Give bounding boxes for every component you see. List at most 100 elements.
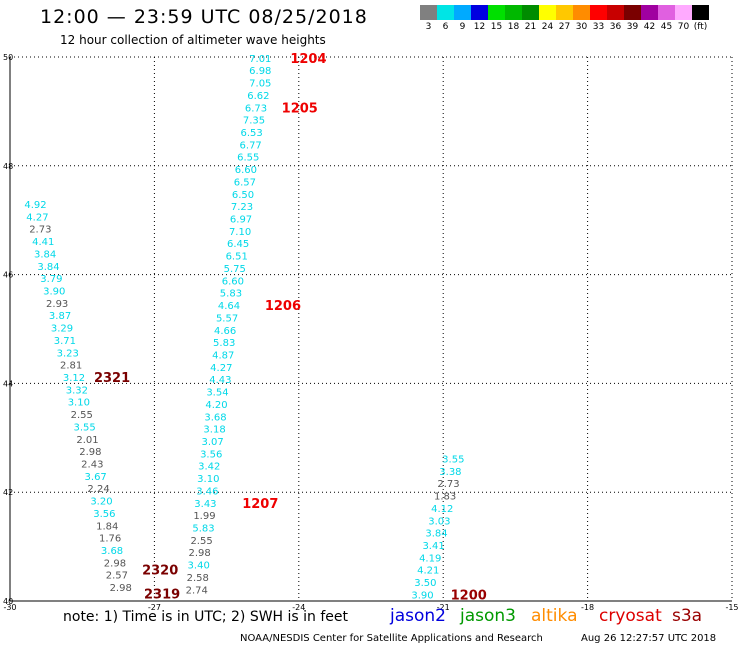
- pass-time-label: 2319: [144, 587, 180, 602]
- swh-value: 3.50: [414, 578, 436, 589]
- swh-value: 3.46: [196, 487, 218, 498]
- swh-value: 3.68: [101, 546, 123, 557]
- swh-value: 6.60: [222, 277, 244, 288]
- swh-value: 3.84: [34, 249, 56, 260]
- swh-value: 3.54: [206, 388, 228, 399]
- y-tick-label: 50: [3, 53, 13, 62]
- swh-value: 2.73: [437, 479, 459, 490]
- pass-time-label: 2321: [94, 371, 130, 386]
- swh-value: 4.41: [32, 237, 54, 248]
- swh-value: 6.50: [232, 190, 254, 201]
- swh-value: 1.76: [99, 533, 121, 544]
- swh-value: 2.24: [87, 484, 109, 495]
- swh-value: 7.35: [243, 116, 265, 127]
- plot-area: -30 -27 -24 -21 -18 -15404244464850 7.016.987.…: [0, 0, 740, 650]
- swh-value: 3.10: [197, 474, 219, 485]
- swh-value: 4.27: [26, 212, 48, 223]
- swh-value: 4.19: [419, 553, 441, 564]
- swh-value: 3.38: [439, 467, 461, 478]
- swh-value: 6.51: [226, 252, 248, 263]
- swh-value: 3.71: [54, 336, 76, 347]
- swh-value: 4.27: [210, 363, 232, 374]
- swh-value: 6.73: [245, 104, 267, 115]
- altimeter-wave-height-chart: 12:00 — 23:59 UTC 08/25/2018 12 hour col…: [0, 0, 740, 650]
- swh-value: 3.67: [85, 472, 107, 483]
- swh-value: 6.45: [227, 239, 249, 250]
- swh-value: 4.87: [212, 351, 234, 362]
- swh-value: 2.81: [60, 360, 82, 371]
- swh-value: 2.43: [81, 459, 103, 470]
- swh-value: 5.75: [224, 264, 246, 275]
- swh-value: 3.68: [204, 413, 226, 424]
- swh-value: 7.01: [249, 54, 271, 65]
- swh-value: 3.55: [73, 422, 95, 433]
- swh-value: 5.83: [213, 338, 235, 349]
- swh-value: 6.77: [240, 141, 262, 152]
- swh-value: 2.55: [71, 410, 93, 421]
- swh-value: 3.18: [203, 425, 225, 436]
- pass-time-label: 1200: [451, 588, 487, 603]
- swh-value: 4.43: [209, 375, 231, 386]
- units-note: note: 1) Time is in UTC; 2) SWH is in fe…: [63, 609, 348, 625]
- swh-value: 2.98: [104, 558, 126, 569]
- swh-value: 6.97: [230, 215, 252, 226]
- swh-value: 6.57: [234, 178, 256, 189]
- pass-time-label: 1207: [242, 497, 278, 512]
- swh-value: 2.73: [29, 224, 51, 235]
- satellite-s3a: s3a: [672, 606, 702, 626]
- y-tick-label: 42: [3, 488, 13, 497]
- footer-timestamp: Aug 26 12:27:57 UTC 2018: [581, 633, 716, 644]
- swh-value: 1.99: [193, 511, 215, 522]
- swh-value: 5.83: [220, 289, 242, 300]
- y-tick-label: 40: [3, 597, 13, 606]
- satellite-jason3: jason3: [460, 606, 516, 626]
- swh-value: 3.84: [37, 262, 59, 273]
- swh-value: 7.23: [231, 202, 253, 213]
- swh-value: 7.10: [229, 227, 251, 238]
- pass-time-label: 1206: [265, 299, 301, 314]
- swh-value: 5.83: [192, 524, 214, 535]
- swh-value: 2.98: [189, 548, 211, 559]
- swh-value: 2.01: [76, 435, 98, 446]
- swh-value: 3.79: [40, 274, 62, 285]
- swh-value: 3.41: [422, 541, 444, 552]
- swh-value: 7.05: [249, 79, 271, 90]
- swh-value: 3.07: [202, 437, 224, 448]
- swh-value: 4.20: [205, 400, 227, 411]
- swh-value: 6.53: [240, 128, 262, 139]
- swh-value: 3.90: [43, 286, 65, 297]
- swh-value: 2.58: [187, 573, 209, 584]
- swh-value: 3.10: [68, 397, 90, 408]
- swh-value: 3.03: [428, 516, 450, 527]
- swh-value: 6.60: [235, 165, 257, 176]
- swh-value: 3.12: [63, 373, 85, 384]
- swh-value: 4.64: [218, 301, 240, 312]
- swh-value: 3.32: [66, 385, 88, 396]
- swh-value: 3.40: [188, 561, 210, 572]
- x-tick-label: -18: [581, 603, 594, 612]
- swh-value: 3.84: [425, 528, 447, 539]
- swh-value: 3.23: [57, 348, 79, 359]
- swh-value: 3.43: [194, 499, 216, 510]
- satellite-cryosat: cryosat: [599, 606, 662, 626]
- swh-value: 2.74: [186, 586, 208, 597]
- swh-value: 5.57: [216, 314, 238, 325]
- swh-value: 4.12: [431, 504, 453, 515]
- swh-value: 4.92: [24, 200, 46, 211]
- swh-value: 2.98: [79, 447, 101, 458]
- swh-value: 1.84: [96, 521, 118, 532]
- swh-value: 6.98: [249, 66, 271, 77]
- swh-value: 3.56: [200, 450, 222, 461]
- swh-value: 2.55: [190, 536, 212, 547]
- pass-time-label: 1204: [290, 52, 326, 67]
- swh-value: 3.90: [411, 590, 433, 601]
- y-tick-label: 44: [3, 379, 13, 388]
- swh-value: 4.66: [214, 326, 236, 337]
- swh-value: 3.56: [93, 509, 115, 520]
- swh-value: 3.55: [442, 454, 464, 465]
- swh-value: 4.21: [417, 565, 439, 576]
- x-tick-label: -15: [725, 603, 738, 612]
- y-tick-label: 48: [3, 162, 13, 171]
- swh-value: 3.20: [90, 496, 112, 507]
- swh-value: 2.93: [46, 299, 68, 310]
